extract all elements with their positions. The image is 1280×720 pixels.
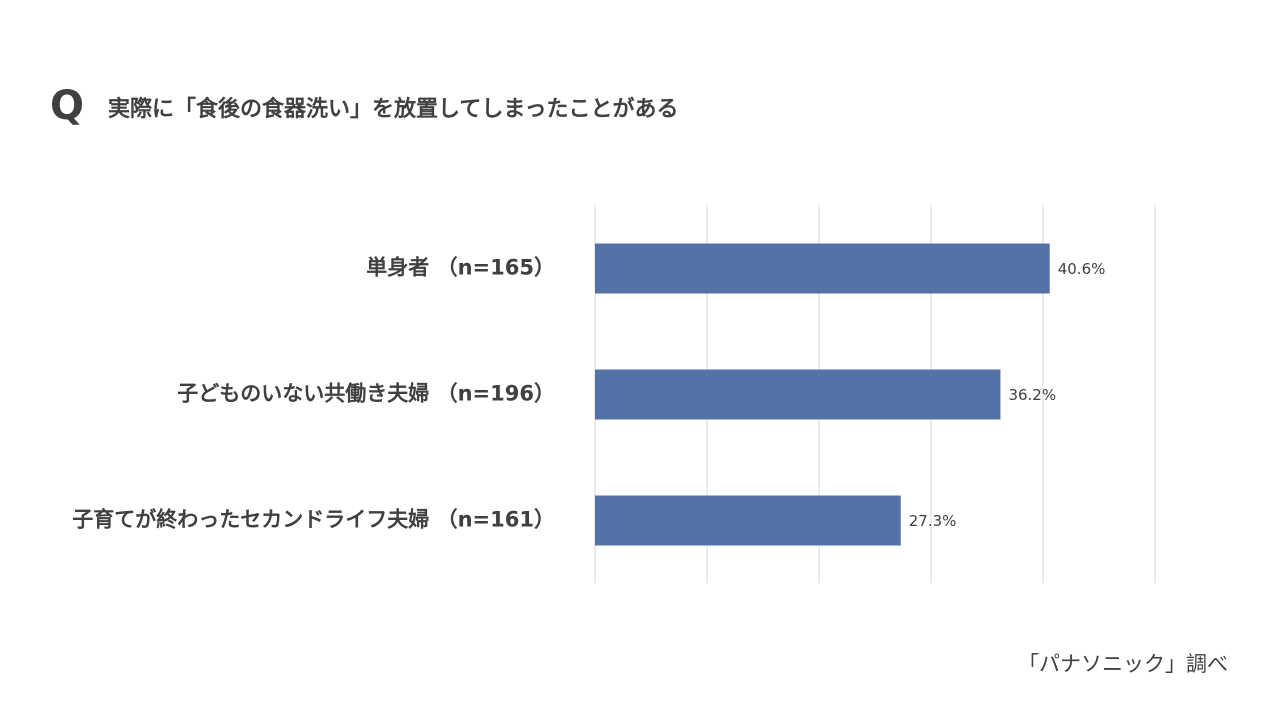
category-label: 子育てが終わったセカンドライフ夫婦 （n=161） xyxy=(72,508,555,532)
question-marker: Q xyxy=(50,83,84,129)
chart-title: 実際に「食後の食器洗い」を放置してしまったことがある xyxy=(108,96,678,122)
value-label: 40.6% xyxy=(1058,260,1106,278)
source-note: 「パナソニック」調べ xyxy=(1018,652,1228,676)
value-label: 27.3% xyxy=(909,512,957,530)
value-label: 36.2% xyxy=(1008,386,1056,404)
bar xyxy=(595,369,1001,420)
bar xyxy=(595,495,901,546)
bar xyxy=(595,243,1050,294)
category-label: 子どものいない共働き夫婦 （n=196） xyxy=(177,382,555,406)
category-label: 単身者 （n=165） xyxy=(366,256,555,280)
